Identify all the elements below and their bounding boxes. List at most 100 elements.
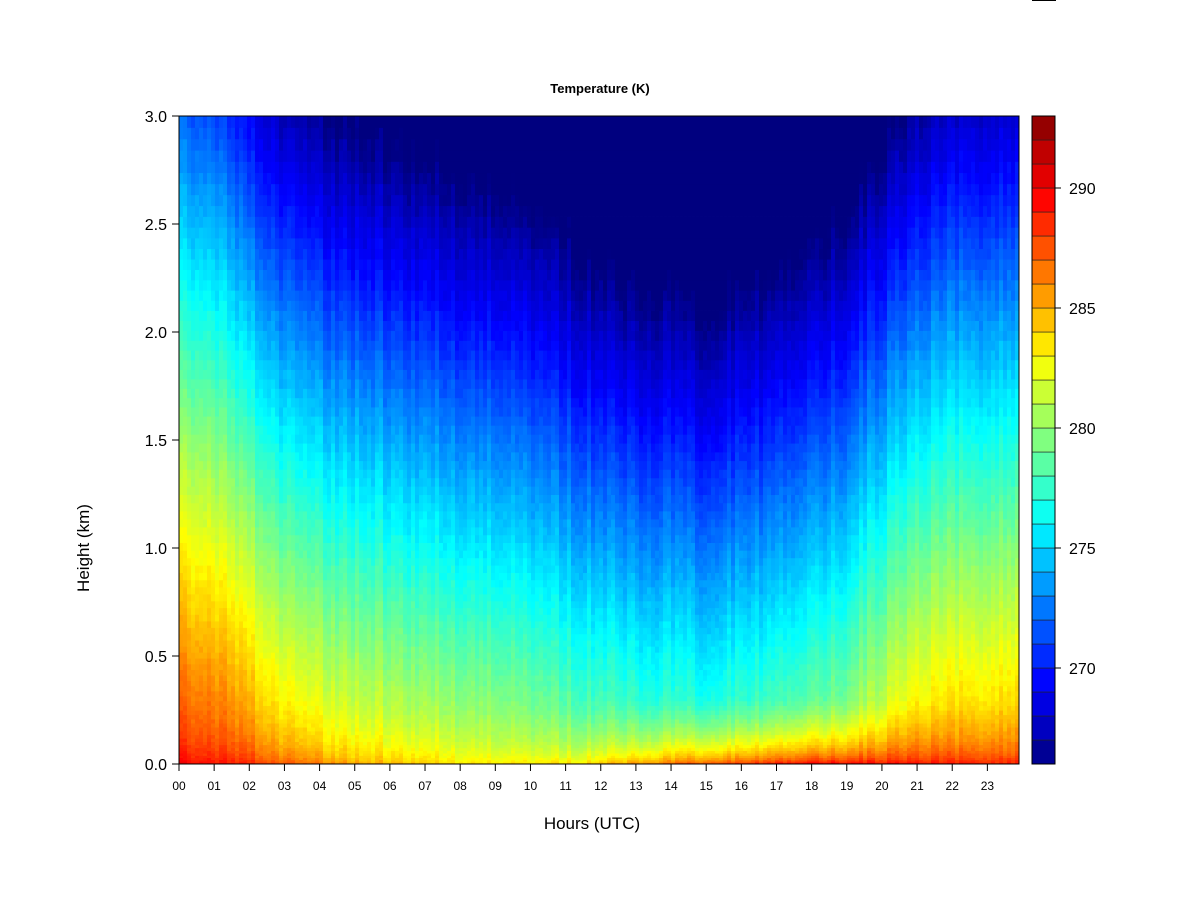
heatmap-cell (339, 558, 343, 566)
heatmap-cell (335, 742, 339, 746)
heatmap-cell (327, 751, 331, 754)
heatmap-cell (335, 407, 339, 417)
heatmap-cell (351, 195, 355, 206)
heatmap-cell (311, 594, 315, 601)
heatmap-cell (231, 652, 235, 658)
heatmap-cell (223, 706, 227, 711)
heatmap-cell (295, 217, 299, 228)
heatmap-cell (327, 580, 331, 588)
heatmap-cell (319, 735, 323, 739)
heatmap-cell (319, 701, 323, 706)
heatmap-cell (219, 573, 223, 581)
heatmap-cell (371, 587, 375, 594)
heatmap-cell (335, 608, 339, 615)
heatmap-cell (379, 495, 383, 504)
heatmap-cell (331, 503, 335, 512)
heatmap-cell (235, 735, 239, 739)
heatmap-cell (203, 270, 207, 281)
heatmap-cell (343, 710, 347, 715)
heatmap-cell (259, 150, 263, 162)
heatmap-cell (311, 681, 315, 687)
heatmap-cell (335, 331, 339, 341)
heatmap-cell (307, 594, 311, 601)
heatmap-cell (227, 360, 231, 370)
heatmap-cell (351, 173, 355, 184)
heatmap-cell (335, 723, 339, 727)
heatmap-cell (371, 670, 375, 676)
heatmap-cell (363, 461, 367, 470)
heatmap-cell (311, 748, 315, 751)
heatmap-cell (259, 565, 263, 573)
heatmap-cell (255, 614, 259, 621)
heatmap-cell (255, 748, 259, 751)
heatmap-cell (327, 614, 331, 621)
heatmap-cell (279, 238, 283, 249)
heatmap-cell (371, 238, 375, 249)
heatmap-cell (383, 259, 387, 270)
heatmap-cell (203, 640, 207, 647)
heatmap-cell (299, 416, 303, 425)
heatmap-cell (287, 511, 291, 519)
heatmap-cell (235, 238, 239, 249)
heatmap-cell (291, 627, 295, 634)
heatmap-cell (359, 398, 363, 408)
heatmap-cell (247, 658, 251, 664)
heatmap-cell (271, 670, 275, 676)
heatmap-cell (223, 139, 227, 151)
heatmap-cell (359, 558, 363, 566)
heatmap-cell (287, 753, 291, 756)
heatmap-cell (351, 407, 355, 417)
heatmap-cell (291, 206, 295, 217)
heatmap-cell (371, 519, 375, 527)
heatmap-cell (363, 696, 367, 701)
heatmap-cell (379, 300, 383, 311)
heatmap-cell (259, 664, 263, 670)
heatmap-cell (251, 398, 255, 408)
heatmap-cell (279, 407, 283, 417)
heatmap-cell (239, 270, 243, 281)
heatmap-cell (219, 550, 223, 558)
heatmap-cell (191, 398, 195, 408)
heatmap-cell (187, 300, 191, 311)
heatmap-cell (251, 249, 255, 260)
heatmap-cell (255, 300, 259, 311)
heatmap-cell (215, 527, 219, 535)
heatmap-cell (227, 407, 231, 417)
heatmap-cell (231, 360, 235, 370)
heatmap-cell (307, 696, 311, 701)
heatmap-cell (375, 311, 379, 321)
heatmap-cell (199, 696, 203, 701)
heatmap-cell (179, 715, 183, 720)
heatmap-cell (291, 723, 295, 727)
heatmap-cell (231, 664, 235, 670)
heatmap-cell (283, 550, 287, 558)
heatmap-cell (395, 184, 399, 195)
heatmap-cell (179, 658, 183, 664)
heatmap-cell (199, 486, 203, 495)
heatmap-cell (179, 706, 183, 711)
heatmap-cell (375, 753, 379, 756)
heatmap-cell (327, 495, 331, 504)
heatmap-cell (295, 745, 299, 748)
heatmap-cell (203, 407, 207, 417)
heatmap-cell (207, 742, 211, 746)
heatmap-cell (203, 723, 207, 727)
heatmap-cell (347, 751, 351, 754)
heatmap-cell (223, 227, 227, 238)
heatmap-cell (227, 116, 231, 128)
heatmap-cell (223, 161, 227, 173)
heatmap-cell (239, 217, 243, 228)
heatmap-cell (371, 751, 375, 754)
heatmap-cell (331, 573, 335, 581)
heatmap-cell (215, 290, 219, 301)
heatmap-cell (211, 321, 215, 331)
heatmap-cell (235, 259, 239, 270)
heatmap-cell (259, 535, 263, 543)
heatmap-cell (323, 745, 327, 748)
heatmap-cell (375, 601, 379, 608)
heatmap-cell (387, 719, 391, 724)
heatmap-cell (359, 675, 363, 681)
heatmap-cell (339, 259, 343, 270)
heatmap-cell (299, 443, 303, 452)
heatmap-cell (251, 745, 255, 748)
